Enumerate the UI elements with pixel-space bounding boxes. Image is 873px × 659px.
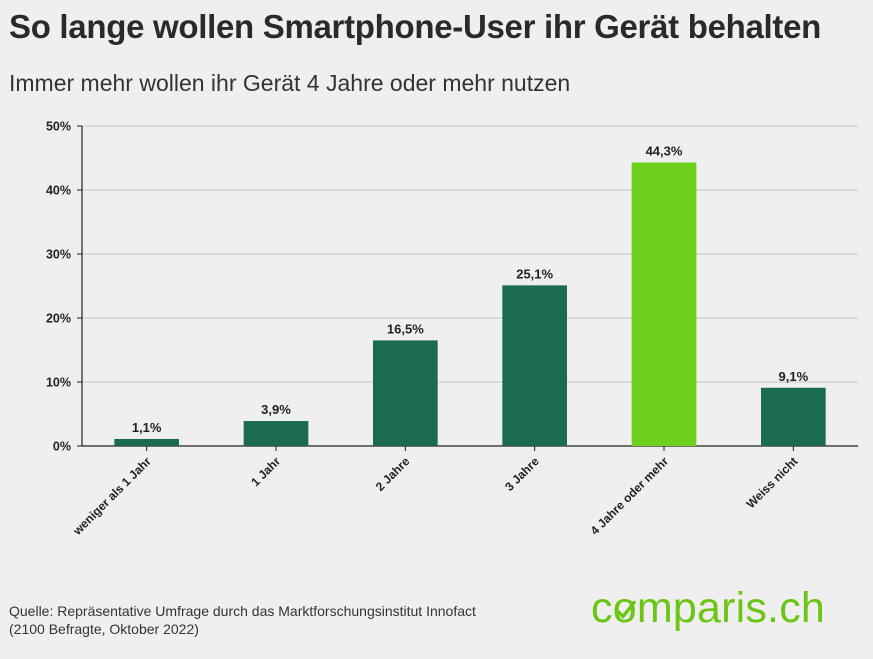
data-label: 1,1% — [132, 420, 162, 435]
y-tick-label: 20% — [46, 312, 71, 326]
source-line-2: (2100 Befragte, Oktober 2022) — [9, 621, 199, 637]
bar — [114, 438, 179, 446]
x-tick-label: 3 Jahre — [502, 454, 542, 494]
data-label: 16,5% — [387, 321, 424, 336]
y-tick-label: 30% — [46, 248, 71, 262]
bar — [502, 285, 567, 446]
bar — [761, 387, 826, 446]
checkmark-icon — [616, 600, 636, 619]
chart-title: So lange wollen Smartphone-User ihr Gerä… — [9, 8, 821, 45]
y-tick-label: 10% — [46, 376, 71, 390]
data-label: 25,1% — [516, 266, 553, 281]
x-tick-label: 1 Jahr — [248, 454, 283, 489]
source-line-1: Quelle: Repräsentative Umfrage durch das… — [9, 603, 476, 619]
comparis-logo: co mparis.ch — [591, 584, 825, 633]
x-tick-label: weniger als 1 Jahr — [70, 454, 154, 538]
y-tick-label: 0% — [53, 440, 71, 454]
bar — [243, 421, 309, 446]
source-note: Quelle: Repräsentative Umfrage durch das… — [9, 602, 476, 638]
y-tick-label: 40% — [46, 184, 71, 198]
data-label: 9,1% — [779, 369, 809, 384]
data-label: 3,9% — [261, 402, 291, 417]
logo-text-start: c — [591, 584, 613, 632]
x-tick-label: Weiss nicht — [744, 454, 801, 511]
bar-chart: 0% 10% 20% 30% 40% 50% 1,1% weniger als 1 Jahr 3… — [46, 120, 858, 538]
data-label: 44,3% — [646, 143, 683, 158]
logo-text-end: mparis.ch — [636, 584, 826, 632]
x-tick-label: 2 Jahre — [373, 454, 413, 494]
bar — [631, 162, 697, 447]
chart-subtitle: Immer mehr wollen ihr Gerät 4 Jahre oder… — [9, 70, 571, 96]
x-tick-label: 4 Jahre oder mehr — [588, 454, 672, 538]
y-tick-label: 50% — [46, 120, 71, 134]
bar — [373, 340, 438, 446]
logo-check-o: o — [612, 584, 637, 632]
